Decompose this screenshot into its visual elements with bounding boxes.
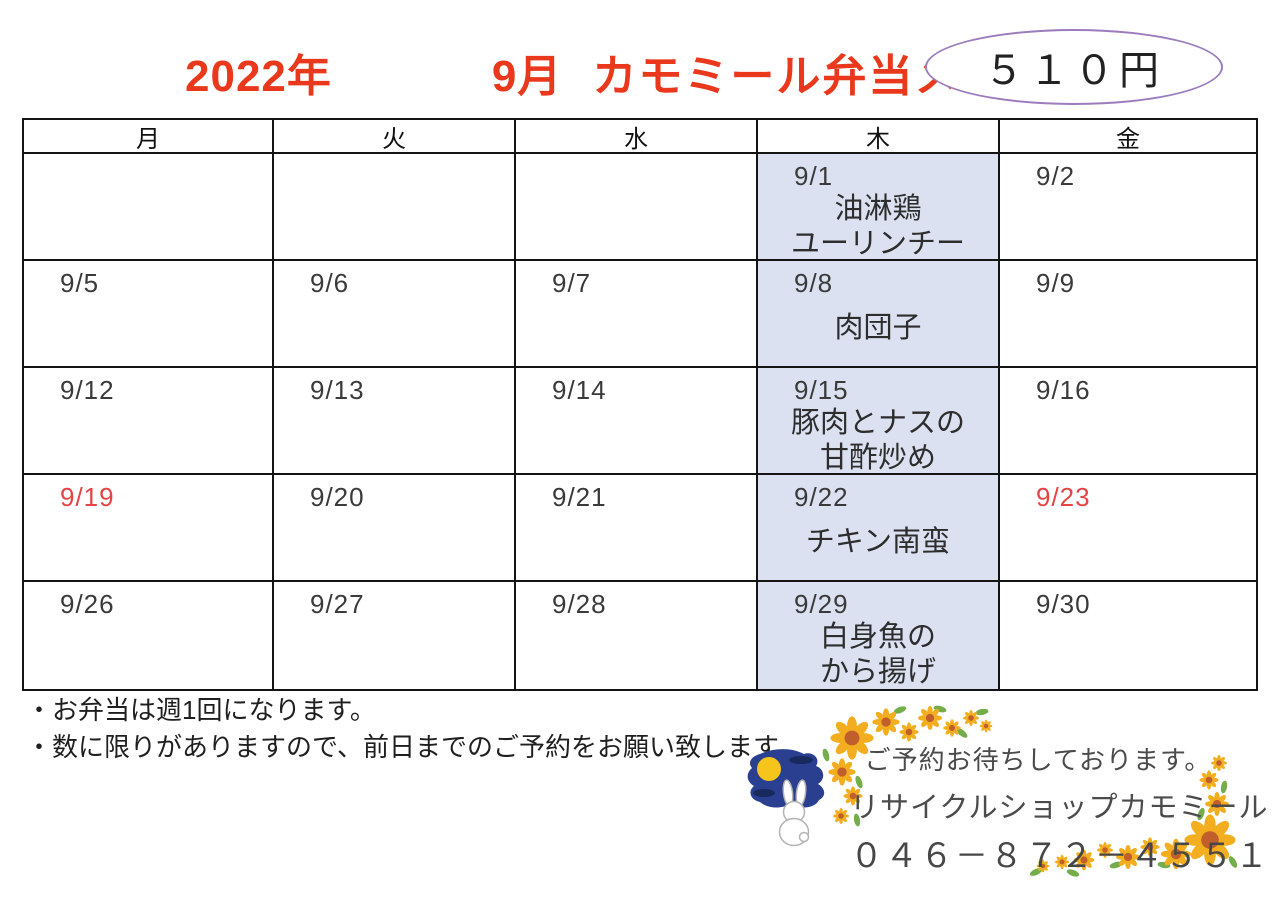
calendar-cell: 9/7 bbox=[516, 261, 758, 368]
notes: ・お弁当は週1回になります。 ・数に限りがありますので、前日までのご予約をお願い… bbox=[26, 692, 802, 766]
menu-calendar: 月 火 水 木 金 9/1 油淋鶏 ユーリンチー 9/2 9/5 9/6 9/7… bbox=[22, 118, 1258, 691]
calendar-cell bbox=[516, 154, 758, 261]
date-label: 9/22 bbox=[794, 482, 849, 512]
title-month: 9月 bbox=[491, 52, 563, 101]
date-label: 9/20 bbox=[310, 482, 365, 512]
day-header-fri: 金 bbox=[1000, 120, 1256, 154]
calendar-cell-menu-day: 9/1 油淋鶏 ユーリンチー bbox=[758, 154, 1000, 261]
date-label: 9/30 bbox=[1036, 589, 1091, 619]
price-badge: ５１０円 bbox=[925, 29, 1223, 105]
date-label: 9/15 bbox=[794, 375, 849, 405]
date-label: 9/26 bbox=[60, 589, 115, 619]
date-label: 9/5 bbox=[60, 268, 100, 298]
date-label-holiday: 9/23 bbox=[1036, 482, 1091, 512]
calendar-cell: 9/30 bbox=[1000, 582, 1256, 689]
date-label: 9/6 bbox=[310, 268, 350, 298]
date-label: 9/14 bbox=[552, 375, 607, 405]
calendar-cell bbox=[274, 154, 516, 261]
day-header-tue: 火 bbox=[274, 120, 516, 154]
day-header-mon: 月 bbox=[24, 120, 274, 154]
date-label: 9/28 bbox=[552, 589, 607, 619]
date-label: 9/29 bbox=[794, 589, 849, 619]
date-label-holiday: 9/19 bbox=[60, 482, 115, 512]
calendar-cell: 9/26 bbox=[24, 582, 274, 689]
moon-rabbit-icon bbox=[747, 749, 825, 847]
calendar-cell-holiday: 9/19 bbox=[24, 475, 274, 582]
contact-block: ご予約お待ちしております。 リサイクルショップカモミール ０４６－８７２－４５５… bbox=[850, 740, 1270, 877]
note-line-1: ・お弁当は週1回になります。 bbox=[26, 695, 376, 725]
menu-item: 油淋鶏 ユーリンチー bbox=[790, 193, 965, 260]
calendar-cell: 9/20 bbox=[274, 475, 516, 582]
day-header-wed: 水 bbox=[516, 120, 758, 154]
calendar-cell: 9/12 bbox=[24, 368, 274, 475]
menu-item: チキン南蛮 bbox=[805, 526, 951, 559]
title-year: 2022年 bbox=[185, 52, 332, 101]
calendar-cell: 9/27 bbox=[274, 582, 516, 689]
date-label: 9/16 bbox=[1036, 375, 1091, 405]
note-line-2: ・数に限りがありますので、前日までのご予約をお願い致します。 bbox=[26, 731, 803, 762]
calendar-cell-menu-day: 9/22 チキン南蛮 bbox=[758, 475, 1000, 582]
menu-item: 肉団子 bbox=[834, 312, 922, 345]
calendar-cell: 9/9 bbox=[1000, 261, 1256, 368]
menu-item: 豚肉とナスの 甘酢炒め bbox=[790, 407, 965, 474]
phone-number: ０４６－８７２－４５５１ bbox=[850, 837, 1270, 874]
calendar-cell: 9/6 bbox=[274, 261, 516, 368]
date-label bbox=[516, 154, 756, 161]
date-label bbox=[274, 154, 514, 161]
date-label: 9/27 bbox=[310, 589, 365, 619]
calendar-cell bbox=[24, 154, 274, 261]
day-header-thu: 木 bbox=[758, 120, 1000, 154]
calendar-cell: 9/21 bbox=[516, 475, 758, 582]
calendar-cell: 9/16 bbox=[1000, 368, 1256, 475]
date-label: 9/12 bbox=[60, 375, 115, 405]
calendar-cell: 9/28 bbox=[516, 582, 758, 689]
shop-name: リサイクルショップカモミール bbox=[850, 792, 1269, 824]
calendar-cell-menu-day: 9/15 豚肉とナスの 甘酢炒め bbox=[758, 368, 1000, 475]
date-label: 9/2 bbox=[1036, 161, 1076, 191]
date-label bbox=[24, 154, 272, 161]
date-label: 9/8 bbox=[794, 268, 834, 298]
calendar-cell: 9/5 bbox=[24, 261, 274, 368]
date-label: 9/13 bbox=[310, 375, 365, 405]
calendar-cell-menu-day: 9/8 肉団子 bbox=[758, 261, 1000, 368]
date-label: 9/9 bbox=[1036, 268, 1076, 298]
date-label: 9/7 bbox=[552, 268, 592, 298]
contact-message: ご予約お待ちしております。 bbox=[864, 745, 1212, 775]
calendar-cell: 9/2 bbox=[1000, 154, 1256, 261]
calendar-cell: 9/14 bbox=[516, 368, 758, 475]
date-label: 9/21 bbox=[552, 482, 607, 512]
calendar-cell-menu-day: 9/29 白身魚の から揚げ bbox=[758, 582, 1000, 689]
price-text: ５１０円 bbox=[984, 49, 1164, 93]
menu-item: 白身魚の から揚げ bbox=[819, 621, 936, 688]
calendar-cell: 9/13 bbox=[274, 368, 516, 475]
date-label: 9/1 bbox=[794, 161, 834, 191]
calendar-cell-holiday: 9/23 bbox=[1000, 475, 1256, 582]
